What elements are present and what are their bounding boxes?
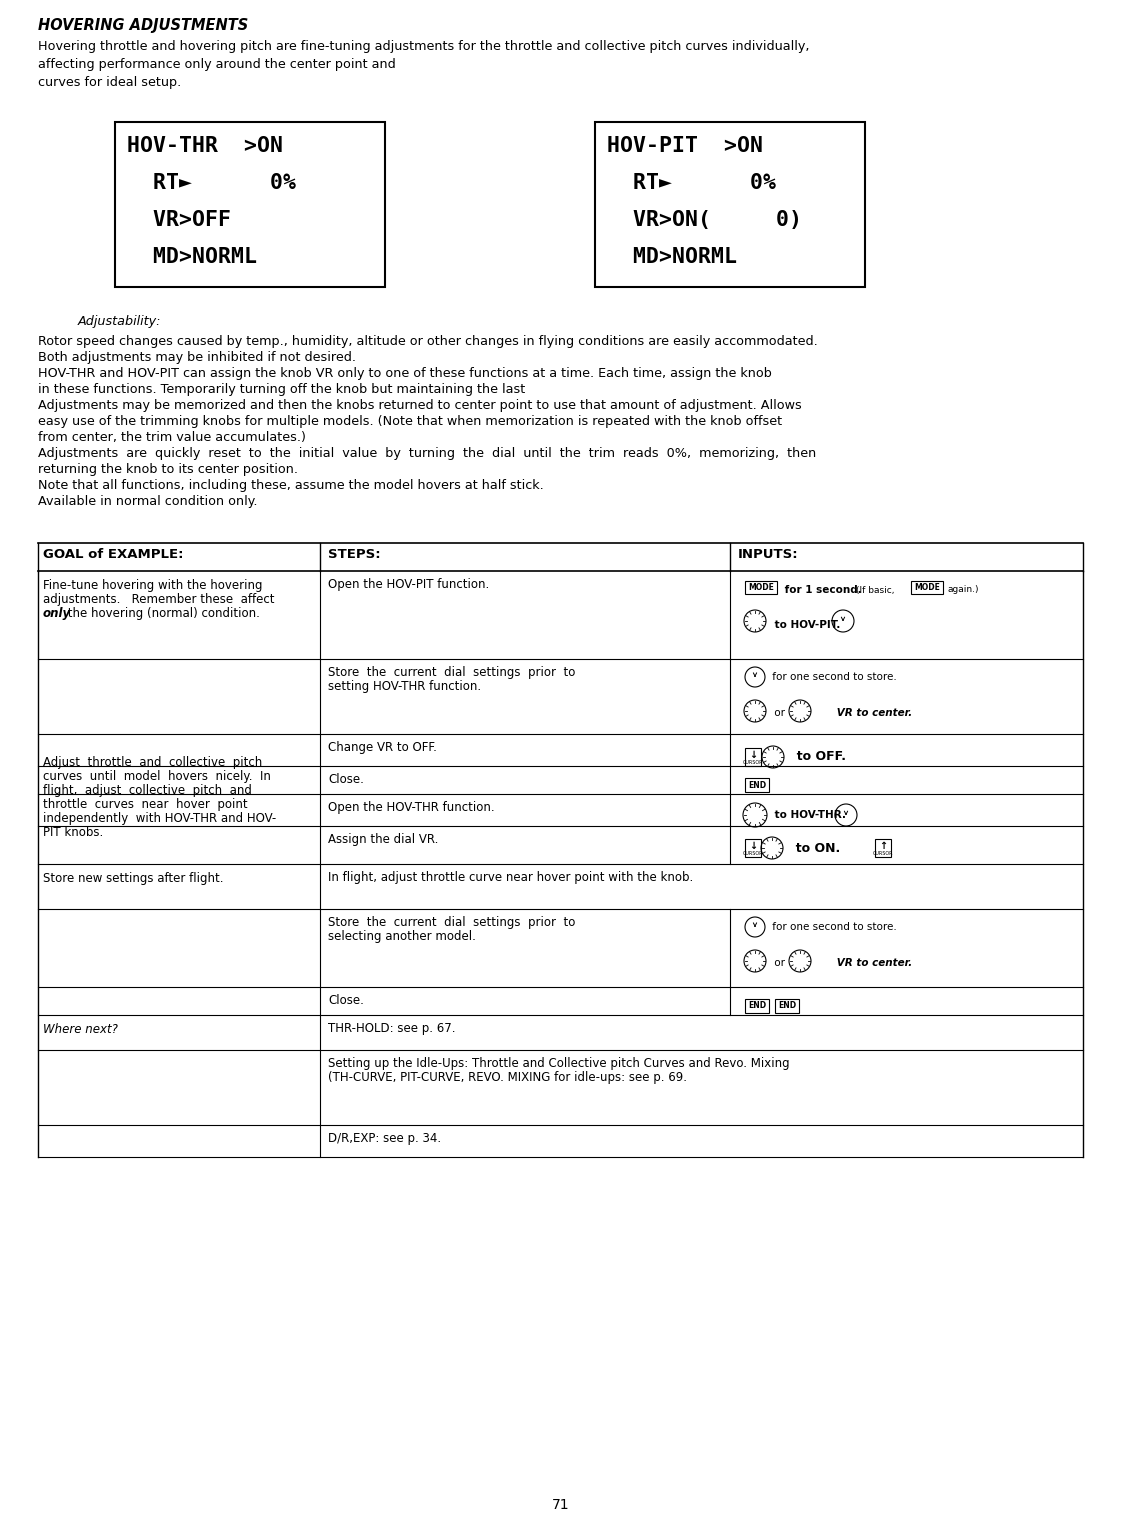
Text: THR-HOLD: see p. 67.: THR-HOLD: see p. 67.: [328, 1021, 455, 1035]
Text: throttle  curves  near  hover  point: throttle curves near hover point: [43, 798, 248, 812]
Text: ↓: ↓: [749, 841, 757, 851]
Text: GOAL of EXAMPLE:: GOAL of EXAMPLE:: [43, 549, 184, 561]
Bar: [745, 999, 769, 1012]
Text: curves  until  model  hovers  nicely.  In: curves until model hovers nicely. In: [43, 771, 271, 783]
Text: for one second to store.: for one second to store.: [769, 672, 897, 682]
Bar: [911, 581, 943, 594]
Text: END: END: [778, 1002, 796, 1011]
Text: to OFF.: to OFF.: [788, 751, 846, 763]
Text: returning the knob to its center position.: returning the knob to its center positio…: [38, 464, 298, 476]
Text: Change VR to OFF.: Change VR to OFF.: [328, 742, 437, 754]
Text: Note that all functions, including these, assume the model hovers at half stick.: Note that all functions, including these…: [38, 479, 544, 492]
Text: Store  the  current  dial  settings  prior  to: Store the current dial settings prior to: [328, 666, 575, 679]
Text: D/R,EXP: see p. 34.: D/R,EXP: see p. 34.: [328, 1132, 442, 1145]
Text: CURSOR: CURSOR: [743, 851, 763, 856]
Text: Where next?: Where next?: [43, 1023, 118, 1037]
Text: Adjustments may be memorized and then the knobs returned to center point to use : Adjustments may be memorized and then th…: [38, 400, 802, 412]
Text: in these functions. Temporarily turning off the knob but maintaining the last: in these functions. Temporarily turning …: [38, 383, 529, 397]
Text: RT►      0%: RT► 0%: [127, 173, 296, 193]
Text: for one second to store.: for one second to store.: [769, 923, 897, 932]
Text: VR to center.: VR to center.: [815, 958, 912, 968]
Text: VR>OFF: VR>OFF: [127, 210, 231, 230]
Text: Adjustability:: Adjustability:: [78, 315, 161, 328]
Bar: [745, 748, 761, 766]
Text: RT►      0%: RT► 0%: [606, 173, 776, 193]
Text: Store  the  current  dial  settings  prior  to: Store the current dial settings prior to: [328, 917, 575, 929]
Text: (TH-CURVE, PIT-CURVE, REVO. MIXING for idle-ups: see p. 69.: (TH-CURVE, PIT-CURVE, REVO. MIXING for i…: [328, 1072, 687, 1084]
Text: Close.: Close.: [328, 774, 364, 786]
Text: independently  with HOV-THR and HOV-: independently with HOV-THR and HOV-: [43, 812, 276, 825]
Text: Store new settings after flight.: Store new settings after flight.: [43, 872, 223, 885]
Text: CURSOR: CURSOR: [873, 851, 893, 856]
Text: Adjust  throttle  and  collective  pitch: Adjust throttle and collective pitch: [43, 755, 262, 769]
Text: for 1 second.: for 1 second.: [781, 585, 862, 594]
Bar: [745, 778, 769, 792]
Text: or: or: [771, 708, 791, 717]
Bar: [745, 839, 761, 857]
Text: adjustments.   Remember these  affect: adjustments. Remember these affect: [43, 593, 275, 606]
Text: Open the HOV-PIT function.: Open the HOV-PIT function.: [328, 578, 489, 591]
Text: MODE: MODE: [748, 584, 773, 591]
Text: HOV-THR and HOV-PIT can assign the knob VR only to one of these functions at a t: HOV-THR and HOV-PIT can assign the knob …: [38, 366, 772, 380]
Text: MD>NORML: MD>NORML: [127, 246, 257, 268]
Text: to HOV-THR.: to HOV-THR.: [771, 810, 846, 819]
Text: STEPS:: STEPS:: [328, 549, 381, 561]
Text: to ON.: to ON.: [787, 842, 849, 854]
Text: (If basic,: (If basic,: [856, 585, 895, 594]
Text: END: END: [748, 780, 766, 789]
Text: flight,  adjust  collective  pitch  and: flight, adjust collective pitch and: [43, 784, 252, 796]
Text: 71: 71: [552, 1499, 569, 1512]
Text: Setting up the Idle-Ups: Throttle and Collective pitch Curves and Revo. Mixing: Setting up the Idle-Ups: Throttle and Co…: [328, 1056, 789, 1070]
Text: from center, the trim value accumulates.): from center, the trim value accumulates.…: [38, 432, 306, 444]
Bar: [775, 999, 799, 1012]
Text: ↓: ↓: [749, 749, 757, 760]
Text: Open the HOV-THR function.: Open the HOV-THR function.: [328, 801, 494, 815]
Text: selecting another model.: selecting another model.: [328, 930, 476, 942]
Text: HOV-PIT  >ON: HOV-PIT >ON: [606, 135, 763, 157]
Text: Available in normal condition only.: Available in normal condition only.: [38, 496, 258, 508]
Text: VR to center.: VR to center.: [815, 708, 912, 717]
Text: HOV-THR  >ON: HOV-THR >ON: [127, 135, 282, 157]
Text: to HOV-PIT.: to HOV-PIT.: [771, 620, 841, 629]
Text: HOVERING ADJUSTMENTS: HOVERING ADJUSTMENTS: [38, 18, 248, 33]
Text: setting HOV-THR function.: setting HOV-THR function.: [328, 679, 481, 693]
Text: only: only: [43, 606, 71, 620]
Text: MD>NORML: MD>NORML: [606, 246, 736, 268]
Text: In flight, adjust throttle curve near hover point with the knob.: In flight, adjust throttle curve near ho…: [328, 871, 693, 885]
Text: again.): again.): [947, 585, 979, 594]
Text: or: or: [771, 958, 791, 968]
Text: easy use of the trimming knobs for multiple models. (Note that when memorization: easy use of the trimming knobs for multi…: [38, 415, 782, 429]
Text: Fine-tune hovering with the hovering: Fine-tune hovering with the hovering: [43, 579, 262, 591]
Bar: [745, 581, 777, 594]
Text: curves for ideal setup.: curves for ideal setup.: [38, 76, 182, 90]
Bar: [595, 122, 865, 287]
Text: Close.: Close.: [328, 994, 364, 1008]
Text: the hovering (normal) condition.: the hovering (normal) condition.: [64, 606, 260, 620]
Text: PIT knobs.: PIT knobs.: [43, 825, 103, 839]
Text: INPUTS:: INPUTS:: [738, 549, 798, 561]
Text: Adjustments  are  quickly  reset  to  the  initial  value  by  turning  the  dia: Adjustments are quickly reset to the ini…: [38, 447, 816, 461]
Text: MODE: MODE: [914, 584, 939, 591]
Text: END: END: [748, 1002, 766, 1011]
Text: Both adjustments may be inhibited if not desired.: Both adjustments may be inhibited if not…: [38, 351, 356, 363]
Text: CURSOR: CURSOR: [743, 760, 763, 765]
Text: affecting performance only around the center point and: affecting performance only around the ce…: [38, 58, 400, 71]
Text: ↑: ↑: [879, 841, 887, 851]
Text: Assign the dial VR.: Assign the dial VR.: [328, 833, 438, 847]
Text: VR>ON(     0): VR>ON( 0): [606, 210, 802, 230]
Text: Hovering throttle and hovering pitch are fine-tuning adjustments for the throttl: Hovering throttle and hovering pitch are…: [38, 40, 809, 53]
Bar: [115, 122, 385, 287]
Bar: [876, 839, 891, 857]
Text: Rotor speed changes caused by temp., humidity, altitude or other changes in flyi: Rotor speed changes caused by temp., hum…: [38, 334, 817, 348]
